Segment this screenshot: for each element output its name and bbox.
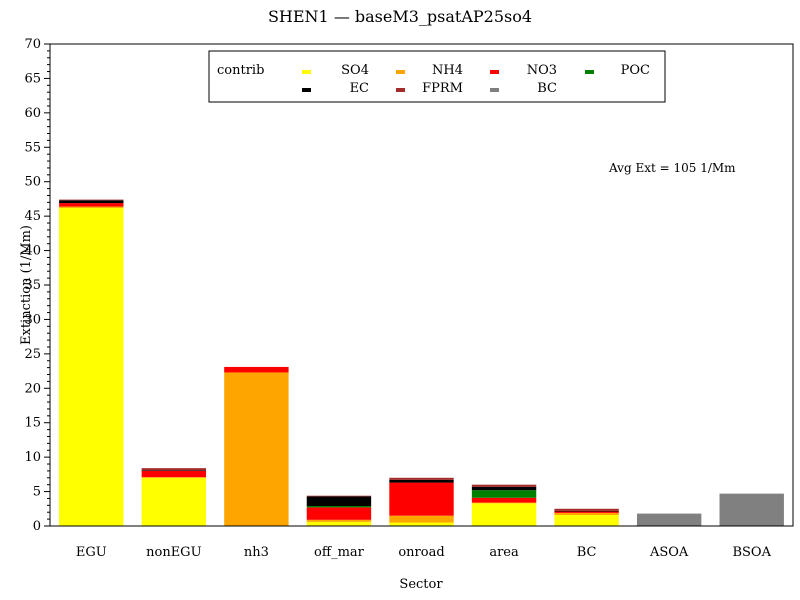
bar-onroad-EC [389,479,454,483]
y-tick-label: 65 [24,71,41,86]
bar-nonEGU-EC [141,470,207,471]
y-tick-label: 20 [24,381,41,396]
x-tick-label-BSOA: BSOA [732,545,771,560]
bar-ASOA-BC [636,513,702,526]
legend: contrib SO4 NH4 NO3 POC EC FPRM BC [208,50,666,103]
bar-area-SO4 [471,503,537,526]
bar-BC-NH4 [554,512,619,515]
bar-nonEGU-SO4 [141,477,207,526]
x-axis: EGU nonEGU nh3 off_mar onroad area BC ASOA BSOA [76,545,772,560]
bar-EGU-SO4 [59,207,124,526]
y-tick-label: 0 [33,519,41,534]
legend-title: contrib [217,63,264,78]
x-axis-label: Sector [399,577,443,592]
bar-BC-FPRM [554,508,619,511]
bars-layer [59,199,784,526]
bar-onroad-NH4 [389,515,454,523]
legend-label-POC: POC [621,63,650,78]
legend-marker-FPRM [396,88,405,92]
bar-off_mar-EC [306,496,372,507]
bar-nonEGU-NH4 [141,477,207,478]
legend-marker-EC [302,88,311,92]
legend-marker-POC [585,70,594,74]
plot-frame [49,43,794,527]
y-tick-label: 10 [24,450,41,465]
y-tick-label: 30 [24,312,41,327]
y-tick-label: 70 [24,37,41,52]
x-tick-label-onroad: onroad [398,545,444,560]
bar-BC-EC [554,510,619,512]
legend-label-SO4: SO4 [341,63,369,78]
x-tick-label-EGU: EGU [76,545,107,560]
legend-label-EC: EC [350,81,369,96]
y-tick-label: 60 [24,106,41,121]
bar-off_mar-NO3 [306,507,372,520]
legend-label-FPRM: FPRM [422,81,463,96]
bar-off_mar-NH4 [306,519,372,522]
legend-marker-NH4 [396,70,405,74]
legend-marker-BC [490,88,499,92]
bar-area-FPRM [471,484,537,487]
y-tick-label: 45 [24,209,41,224]
bar-nh3-NO3 [224,366,289,373]
x-tick-label-nonEGU: nonEGU [146,545,201,560]
bar-BSOA-BC [719,493,784,526]
legend-label-NH4: NH4 [432,63,463,78]
y-tick-label: 25 [24,347,41,362]
bar-nonEGU-FPRM [141,468,207,471]
legend-label-NO3: NO3 [527,63,557,78]
y-tick-label: 40 [24,244,41,259]
bar-area-NO3 [471,497,537,503]
y-tick-label: 35 [24,278,41,293]
legend-label-BC: BC [537,81,557,96]
y-tick-label: 5 [33,485,41,500]
x-tick-label-off_mar: off_mar [314,545,365,560]
y-tick-label: 55 [24,140,41,155]
y-axis: 0 5 10 15 20 25 30 35 40 45 50 55 60 65 70 [24,37,50,534]
bar-nh3-NH4 [224,372,289,526]
x-tick-label-nh3: nh3 [244,545,269,560]
legend-marker-SO4 [302,70,311,74]
legend-marker-NO3 [490,70,499,74]
bar-onroad-NO3 [389,482,454,516]
bar-EGU-FPRM [59,199,124,201]
chart-title: SHEN1 — baseM3_psatAP25so4 [268,7,532,26]
bar-EGU-EC [59,200,124,204]
y-axis-label: Extinction (1/Mm) [19,225,34,345]
x-tick-label-area: area [489,545,519,560]
x-tick-label-BC: BC [577,545,597,560]
bar-EGU-NH4 [59,206,124,208]
bar-area-NH4 [471,502,537,504]
bar-off_mar-FPRM [306,495,372,497]
bar-area-POC [471,490,537,498]
bar-onroad-SO4 [389,522,454,526]
bar-BC-NO3 [554,511,619,513]
bar-area-EC [471,486,537,491]
bar-BC-SO4 [554,514,619,526]
avg-ext-annotation: Avg Ext = 105 1/Mm [608,161,736,175]
bar-off_mar-POC [306,506,372,508]
y-tick-label: 15 [24,416,41,431]
bar-nonEGU-NO3 [141,470,207,478]
bar-off_mar-SO4 [306,521,372,526]
bar-onroad-FPRM [389,477,454,480]
legend-box [208,50,666,103]
y-tick-label: 50 [24,175,41,190]
x-tick-label-ASOA: ASOA [649,545,689,560]
bar-EGU-NO3 [59,203,124,207]
